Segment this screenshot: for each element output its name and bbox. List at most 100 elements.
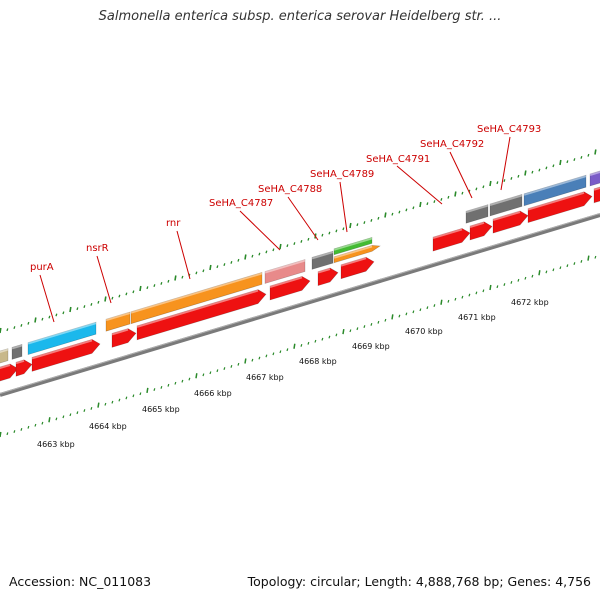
gene-gray-1-shine — [11, 344, 23, 350]
outer-tick — [384, 212, 387, 218]
inner-tick — [559, 266, 562, 270]
inner-tick — [489, 284, 492, 291]
feature-track — [0, 170, 600, 382]
gene-gray-1 — [11, 343, 23, 360]
outer-tick — [566, 160, 569, 164]
gene-khaki-shine — [0, 348, 9, 354]
inner-tick — [300, 344, 303, 347]
inner-tick — [356, 327, 359, 331]
inner-tick — [237, 362, 240, 366]
outer-tick — [132, 290, 135, 294]
leader-line — [239, 210, 281, 251]
inner-tick — [405, 312, 408, 316]
outer-tick — [62, 311, 65, 315]
gene-label-SeHA_C4787: SeHA_C4787 — [209, 198, 273, 209]
red-cds-9 — [432, 228, 471, 252]
outer-tick — [482, 185, 485, 189]
gene-purA — [27, 321, 97, 356]
gene-label-SeHA_C4789: SeHA_C4789 — [310, 169, 374, 180]
inner-tick — [307, 341, 310, 345]
inner-tick — [181, 379, 184, 383]
outer-tick — [167, 279, 170, 283]
red-cds-12 — [527, 191, 593, 224]
outer-tick — [6, 328, 9, 332]
gene-SeHA_C4791 — [465, 204, 489, 224]
gene-rnr-shine — [130, 272, 263, 314]
summary-text: Topology: circular; Length: 4,888,768 bp… — [247, 574, 591, 589]
outer-tick — [279, 243, 282, 250]
outer-tick — [433, 200, 436, 203]
inner-tick — [90, 407, 93, 410]
red-cds-8 — [340, 256, 375, 280]
inner-tick — [482, 289, 485, 293]
outer-tick — [377, 216, 380, 220]
outer-tick — [181, 275, 184, 279]
outer-tick — [209, 264, 212, 271]
inner-tick — [258, 356, 261, 360]
outer-tick — [349, 222, 352, 229]
kbp-label: 4669 kbp — [352, 342, 390, 351]
gene-purA-shine — [27, 322, 97, 345]
outer-tick — [146, 286, 149, 290]
gene-SeHA_C4789-orange — [333, 245, 381, 264]
outer-tick — [83, 305, 86, 308]
backbone — [0, 213, 600, 397]
label-leaders — [39, 136, 511, 323]
outer-tick — [335, 229, 338, 233]
inner-tick — [398, 314, 401, 318]
inner-tick — [62, 415, 65, 419]
inner-tick — [41, 421, 44, 425]
gene-purple-shine — [589, 170, 600, 176]
outer-tick — [69, 306, 72, 313]
leader-line — [39, 274, 55, 323]
gene-khaki — [0, 348, 9, 364]
inner-tick — [328, 335, 331, 339]
inner-tick — [566, 264, 569, 268]
kbp-label: 4670 kbp — [405, 327, 443, 336]
outer-tick — [412, 206, 415, 210]
red-cds-11-shine — [492, 211, 521, 222]
inner-tick — [496, 285, 499, 289]
outer-tick — [496, 181, 499, 185]
inner-tick — [118, 398, 121, 402]
red-cds-1 — [0, 363, 19, 382]
red-cds-8-shine — [340, 257, 367, 267]
gene-label-purA: purA — [30, 262, 54, 273]
inner-tick — [20, 428, 23, 431]
outer-tick — [286, 244, 289, 248]
red-cds-13 — [593, 186, 600, 204]
kbp-label: 4664 kbp — [89, 422, 127, 431]
red-cds-10-shine — [469, 221, 485, 228]
inner-tick — [83, 409, 86, 412]
red-cds-5 — [136, 289, 267, 341]
inner-tick — [279, 350, 282, 354]
inner-tick — [552, 268, 555, 272]
outer-tick — [510, 177, 513, 180]
outer-tick — [475, 187, 478, 191]
inner-tick — [335, 333, 338, 337]
inner-tick — [286, 348, 289, 352]
inner-tick — [76, 411, 79, 415]
kbp-label: 4671 kbp — [458, 313, 496, 322]
outer-tick — [391, 212, 394, 216]
inner-tick — [125, 396, 128, 400]
inner-tick — [272, 352, 275, 356]
red-cds-3 — [31, 339, 101, 372]
outer-tick — [118, 294, 121, 298]
kbp-label: 4663 kbp — [37, 440, 75, 449]
outer-tick — [545, 166, 548, 170]
outer-tick — [139, 285, 142, 292]
outer-tick — [216, 265, 219, 269]
gene-SeHA_C4789-orange-shine — [333, 245, 373, 259]
gene-SeHA_C4793 — [523, 174, 587, 207]
inner-tick — [139, 392, 142, 396]
gene-labels: purA nsrR rnr SeHA_C4787 SeHA_C4788 SeHA_C478… — [30, 124, 541, 273]
inner-tick — [34, 423, 37, 427]
outer-tick — [111, 296, 114, 300]
kbp-label: 4672 kbp — [511, 298, 549, 307]
inner-tick — [27, 425, 30, 429]
inner-tick — [531, 274, 534, 278]
inner-tick — [524, 276, 527, 280]
gene-label-rnr: rnr — [166, 218, 181, 229]
outer-tick — [230, 261, 233, 264]
